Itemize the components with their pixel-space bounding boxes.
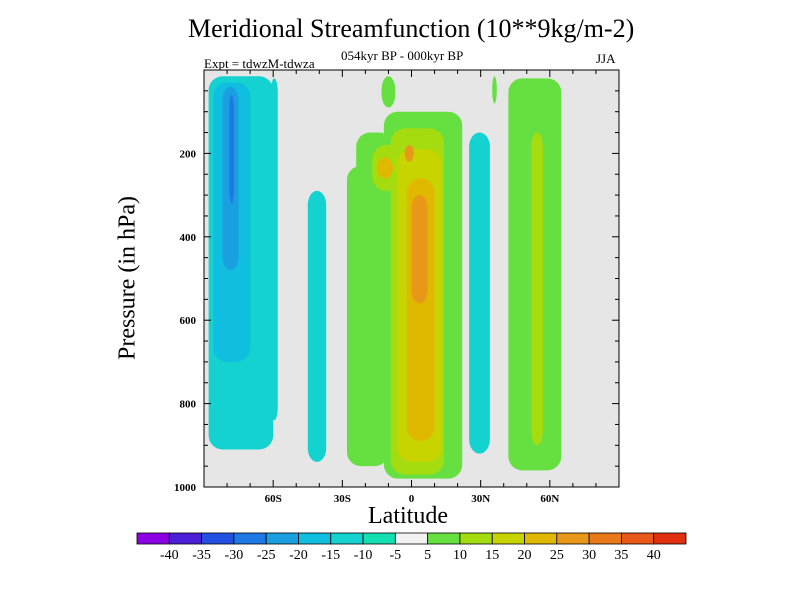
y-tick-label: 400 — [180, 232, 197, 244]
contour-region — [411, 195, 428, 304]
colorbar-label: 10 — [453, 548, 467, 563]
colorbar-swatch — [524, 532, 558, 545]
x-axis-label: Latitude — [368, 503, 448, 529]
colorbar-swatch — [653, 532, 687, 545]
contour-region — [381, 76, 396, 108]
colorbar-swatch — [621, 532, 655, 545]
colorbar-swatch — [491, 532, 525, 545]
y-axis-label: Pressure (in hPa) — [114, 196, 141, 360]
y-tick-label: 1000 — [174, 482, 197, 494]
colorbar-swatch — [330, 532, 364, 545]
x-tick-label: 0 — [409, 493, 415, 505]
contour-region — [376, 157, 394, 179]
colorbar-label: -5 — [390, 548, 402, 563]
colorbar-swatch — [556, 532, 590, 545]
experiment-label: Expt = tdwzM-tdwza — [204, 56, 315, 71]
y-tick-label: 200 — [180, 148, 197, 160]
contour-region — [229, 95, 234, 204]
colorbar-label: 5 — [424, 548, 431, 563]
season-label: JJA — [596, 51, 616, 66]
colorbar-label: -30 — [225, 548, 244, 563]
y-tick-label: 600 — [180, 315, 197, 327]
contour-region — [270, 78, 278, 421]
colorbar-label: 30 — [582, 548, 596, 563]
colorbar-swatch — [201, 532, 235, 545]
colorbar-swatch — [459, 532, 493, 545]
colorbar-label: 25 — [550, 548, 564, 563]
x-tick-label: 60N — [540, 493, 559, 505]
x-tick-label: 30N — [471, 493, 490, 505]
colorbar-label: 35 — [614, 548, 628, 563]
x-tick-label: 60S — [265, 493, 282, 505]
contour-region — [492, 76, 497, 104]
colorbar-label: -25 — [257, 548, 276, 563]
contour-region — [404, 145, 414, 162]
chart-subtitle: 054kyr BP - 000kyr BP — [341, 48, 464, 63]
colorbar-swatch — [427, 532, 461, 545]
colorbar-swatch — [588, 532, 622, 545]
colorbar-label: -40 — [160, 548, 179, 563]
colorbar-label: -35 — [192, 548, 211, 563]
colorbar-label: -10 — [354, 548, 373, 563]
y-tick-label: 800 — [180, 399, 197, 411]
colorbar-swatch — [233, 532, 267, 545]
colorbar-label: 20 — [518, 548, 532, 563]
colorbar-label: -15 — [321, 548, 340, 563]
colorbar-swatch — [265, 532, 299, 545]
colorbar-label: 15 — [485, 548, 499, 563]
contour-region — [469, 132, 490, 454]
x-tick-label: 30S — [334, 493, 351, 505]
colorbar-swatch — [168, 532, 202, 545]
colorbar-swatch — [298, 532, 332, 545]
colorbar-label: -20 — [289, 548, 308, 563]
contour-region — [531, 132, 543, 446]
contour-region — [307, 190, 327, 462]
colorbar-swatch — [362, 532, 396, 545]
colorbar-swatch — [136, 532, 170, 545]
colorbar-swatch — [394, 532, 429, 545]
colorbar-label: 40 — [647, 548, 661, 563]
chart-title: Meridional Streamfunction (10**9kg/m-2) — [188, 14, 635, 43]
